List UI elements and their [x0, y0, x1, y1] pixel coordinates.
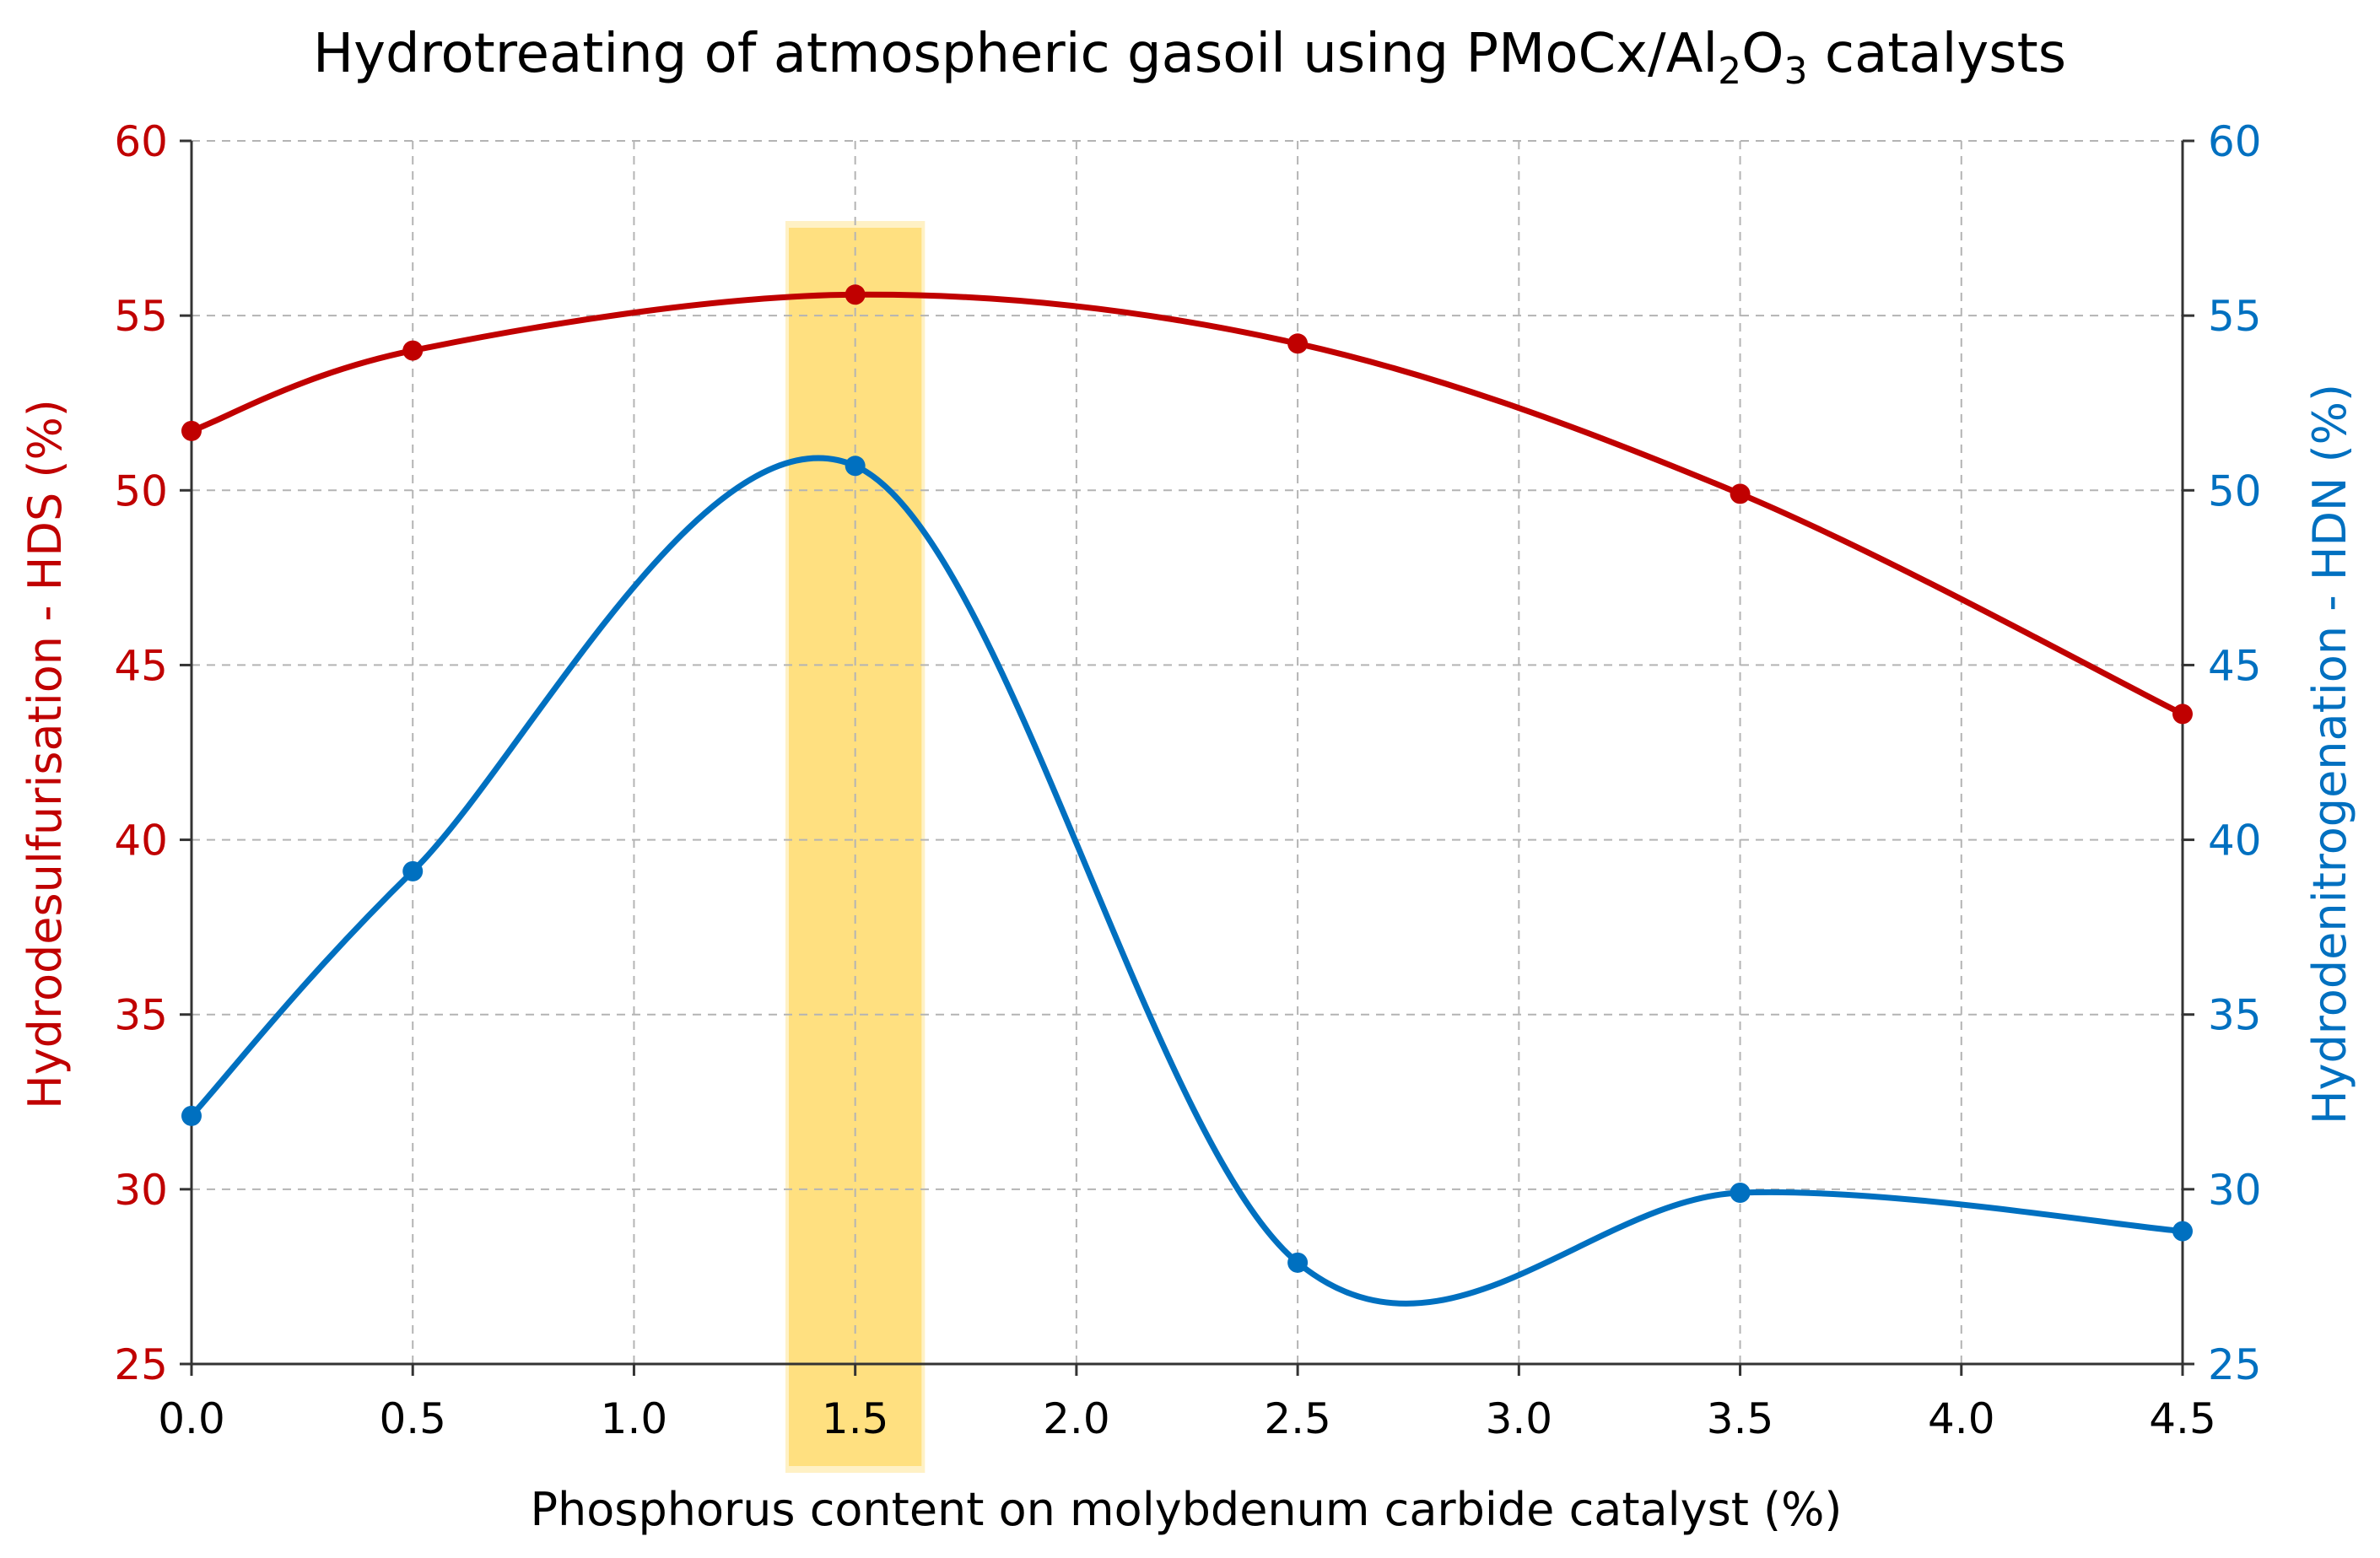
data-point-hdn — [1730, 1183, 1751, 1203]
x-tick-label: 2.0 — [1043, 1394, 1110, 1443]
y-tick-label-right: 50 — [2208, 466, 2262, 515]
x-tick-label: 3.0 — [1486, 1394, 1553, 1443]
y-tick-label-left: 45 — [114, 641, 168, 690]
x-tick-label: 0.0 — [158, 1394, 225, 1443]
y-axis-left-title: Hydrodesulfurisation - HDS (%) — [19, 399, 72, 1109]
y-tick-label-right: 35 — [2208, 991, 2262, 1040]
data-point-hds — [845, 284, 866, 305]
data-point-hds — [181, 420, 202, 441]
data-point-hdn — [845, 456, 866, 477]
x-axis-title: Phosphorus content on molybdenum carbide… — [530, 1483, 1842, 1536]
y-tick-label-left: 25 — [114, 1340, 168, 1389]
x-tick-label: 4.0 — [1928, 1394, 1995, 1443]
data-point-hds — [402, 340, 424, 361]
y-tick-label-right: 25 — [2208, 1340, 2262, 1389]
y-tick-label-left: 40 — [114, 817, 168, 865]
y-tick-label-left: 35 — [114, 991, 168, 1040]
series-line-hds — [188, 291, 2186, 717]
y-tick-label-right: 45 — [2208, 641, 2262, 690]
data-point-hdn — [181, 1105, 202, 1126]
x-tick-label: 3.5 — [1707, 1394, 1774, 1443]
data-point-hds — [1287, 333, 1309, 354]
data-point-hdn — [2172, 1221, 2193, 1242]
x-tick-label: 1.5 — [822, 1394, 889, 1443]
y-tick-label-left: 30 — [114, 1166, 168, 1215]
series-line-hdn — [188, 455, 2186, 1307]
x-tick-label: 0.5 — [379, 1394, 446, 1443]
y-tick-label-right: 55 — [2208, 292, 2262, 341]
y-tick-label-left: 60 — [114, 117, 168, 166]
data-point-hds — [1730, 483, 1751, 504]
y-tick-label-right: 40 — [2208, 817, 2262, 865]
x-tick-label: 4.5 — [2149, 1394, 2216, 1443]
chart-title: Hydrotreating of atmospheric gasoil usin… — [313, 23, 2066, 93]
data-point-hdn — [1287, 1252, 1309, 1273]
x-tick-label: 1.0 — [601, 1394, 668, 1443]
y-tick-label-right: 60 — [2208, 117, 2262, 166]
y-tick-label-left: 50 — [114, 466, 168, 515]
y-tick-label-left: 55 — [114, 292, 168, 341]
data-point-hds — [2172, 704, 2193, 725]
x-tick-label: 2.5 — [1264, 1394, 1331, 1443]
y-axis-right-title: Hydrodenitrogenation - HDN (%) — [2303, 384, 2356, 1124]
data-point-hdn — [402, 860, 424, 881]
y-tick-label-right: 30 — [2208, 1166, 2262, 1215]
